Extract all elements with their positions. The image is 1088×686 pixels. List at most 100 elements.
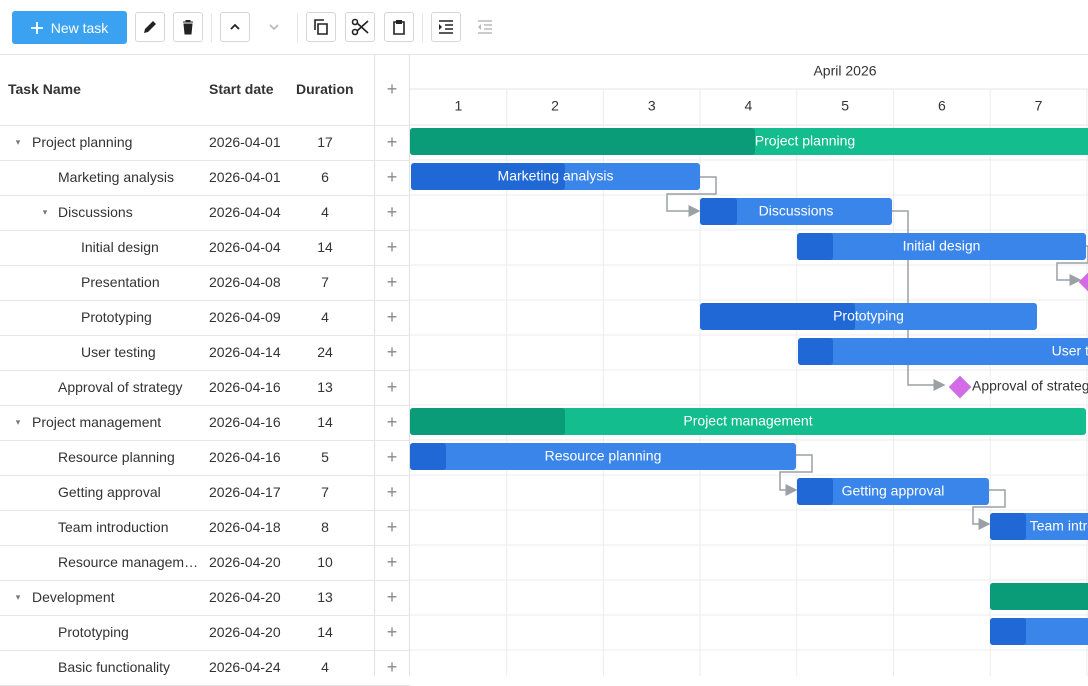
day-label: 2	[551, 98, 559, 114]
task-bar-label: Resource planning	[545, 448, 662, 464]
day-label: 4	[745, 98, 753, 114]
task-name[interactable]: Project planning	[32, 134, 133, 150]
row-border	[0, 265, 410, 266]
expand-toggle[interactable]: ▾	[42, 207, 48, 217]
column-header[interactable]: Duration	[296, 81, 354, 97]
add-task-icon[interactable]: +	[386, 342, 398, 362]
column-divider	[374, 55, 375, 676]
edit-button[interactable]	[135, 12, 165, 42]
add-task-icon[interactable]: +	[386, 482, 398, 502]
task-name[interactable]: Resource management	[58, 554, 200, 570]
task-bar-label: User testing	[1052, 343, 1088, 359]
task-name[interactable]: Marketing analysis	[58, 169, 174, 185]
task-progress	[797, 233, 833, 260]
task-bar-label: Project management	[683, 413, 812, 429]
row-border	[0, 405, 410, 406]
start-date: 2026-04-01	[209, 134, 281, 150]
start-date: 2026-04-04	[209, 239, 281, 255]
expand-toggle[interactable]: ▾	[15, 417, 21, 427]
move-down-button	[259, 12, 289, 42]
duration: 4	[321, 309, 329, 325]
add-task-icon[interactable]: +	[386, 587, 398, 607]
task-name[interactable]: Getting approval	[58, 484, 161, 500]
add-task-icon[interactable]: +	[386, 377, 398, 397]
task-progress	[410, 408, 565, 435]
task-name[interactable]: Resource planning	[58, 449, 175, 465]
add-task-icon[interactable]: +	[386, 79, 398, 99]
start-date: 2026-04-18	[209, 519, 281, 535]
task-bar	[797, 478, 989, 505]
move-up-button[interactable]	[220, 12, 250, 42]
task-progress	[700, 303, 855, 330]
toolbar: New task	[0, 0, 1088, 55]
duration: 24	[317, 344, 333, 360]
new-task-button[interactable]: New task	[12, 11, 127, 44]
task-name[interactable]: Prototyping	[81, 309, 152, 325]
add-task-icon[interactable]: +	[386, 202, 398, 222]
task-name[interactable]: Development	[32, 589, 115, 605]
task-bar-label: Marketing analysis	[498, 168, 614, 184]
task-progress	[410, 128, 755, 155]
add-task-icon[interactable]: +	[386, 657, 398, 677]
task-progress	[798, 338, 833, 365]
add-task-icon[interactable]: +	[386, 517, 398, 537]
new-task-label: New task	[50, 19, 109, 36]
day-label: 5	[841, 98, 849, 114]
start-date: 2026-04-16	[209, 449, 281, 465]
duration: 7	[321, 484, 329, 500]
bars: Project planning Marketing analysis Discus…	[410, 128, 1088, 645]
duration: 14	[317, 624, 333, 640]
row-border	[0, 230, 410, 231]
add-task-icon[interactable]: +	[386, 132, 398, 152]
start-date: 2026-04-17	[209, 484, 281, 500]
task-bar	[410, 408, 1086, 435]
task-name[interactable]: Discussions	[58, 204, 133, 220]
task-grid: Task Name Start date Duration + ▾ Project…	[0, 55, 410, 686]
add-task-icon[interactable]: +	[386, 237, 398, 257]
add-task-icon[interactable]: +	[386, 552, 398, 572]
task-name[interactable]: Prototyping	[58, 624, 129, 640]
task-name[interactable]: Initial design	[81, 239, 159, 255]
add-task-icon[interactable]: +	[386, 167, 398, 187]
task-progress	[411, 163, 565, 190]
dependency-link	[892, 210, 946, 391]
duration: 7	[321, 274, 329, 290]
paste-button[interactable]	[384, 12, 414, 42]
dependency-link	[666, 176, 717, 217]
indent-button[interactable]	[431, 12, 461, 42]
milestone	[948, 375, 972, 399]
task-name[interactable]: Approval of strategy	[58, 379, 183, 395]
delete-button[interactable]	[173, 12, 203, 42]
add-task-icon[interactable]: +	[386, 272, 398, 292]
row-border	[0, 580, 410, 581]
copy-button[interactable]	[306, 12, 336, 42]
start-date: 2026-04-01	[209, 169, 281, 185]
start-date: 2026-04-08	[209, 274, 281, 290]
row-border	[0, 300, 410, 301]
duration: 8	[321, 519, 329, 535]
start-date: 2026-04-14	[209, 344, 281, 360]
expand-toggle[interactable]: ▾	[15, 137, 21, 147]
add-task-icon[interactable]: +	[386, 447, 398, 467]
dependency-link	[972, 489, 1006, 530]
column-header[interactable]: Task Name	[8, 81, 81, 97]
row-border	[0, 195, 410, 196]
add-task-icon[interactable]: +	[386, 412, 398, 432]
day-label: 7	[1035, 98, 1043, 114]
task-bar	[797, 233, 1086, 260]
task-name[interactable]: User testing	[81, 344, 156, 360]
column-header[interactable]: Start date	[209, 81, 274, 97]
task-name[interactable]: Team introduction	[58, 519, 169, 535]
add-task-icon[interactable]: +	[386, 307, 398, 327]
add-task-icon[interactable]: +	[386, 622, 398, 642]
duration: 14	[317, 239, 333, 255]
row-border	[0, 615, 410, 616]
task-name[interactable]: Basic functionality	[58, 659, 171, 675]
task-bar-label: Prototyping	[833, 308, 904, 324]
task-name[interactable]: Project management	[32, 414, 162, 430]
task-name[interactable]: Presentation	[81, 274, 160, 290]
separator	[297, 14, 298, 42]
cut-button[interactable]	[345, 12, 375, 42]
expand-toggle[interactable]: ▾	[15, 592, 21, 602]
